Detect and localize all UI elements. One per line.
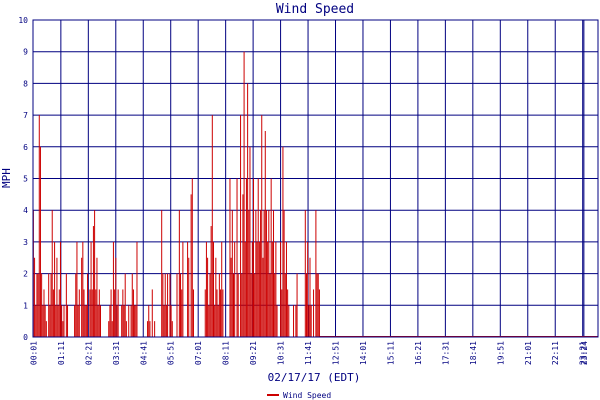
y-tick-label: 9: [23, 48, 28, 57]
x-tick-label: 09:21: [249, 341, 258, 365]
legend-label: Wind Speed: [283, 391, 331, 400]
x-tick-label: 22:11: [551, 341, 560, 365]
y-tick-label: 10: [18, 16, 28, 25]
x-tick-label: 08:11: [222, 341, 231, 365]
x-tick-labels: 00:01 01:11 02:21 03:31 04:41 05:51 07:01 08:11…: [29, 341, 588, 365]
chart-bars: [32, 51, 598, 337]
y-tick-label: 5: [23, 175, 28, 184]
y-tick-label: 1: [23, 301, 28, 310]
x-axis-label: 02/17/17 (EDT): [268, 371, 361, 384]
chart-legend: Wind Speed: [267, 391, 331, 400]
x-tick-label: 05:51: [167, 341, 176, 365]
x-tick-label: 01:11: [57, 341, 66, 365]
x-tick-label: 23:24: [580, 341, 589, 365]
y-tick-label: 8: [23, 79, 28, 88]
chart-title: Wind Speed: [276, 2, 354, 17]
x-tick-label: 17:31: [441, 341, 450, 365]
x-tick-label: 02:21: [84, 341, 93, 365]
x-tick-label: 16:21: [414, 341, 423, 365]
y-tick-label: 4: [23, 206, 28, 215]
x-tick-label: 18:41: [469, 341, 478, 365]
x-tick-label: 14:01: [359, 341, 368, 365]
x-tick-label: 23:21: [579, 341, 588, 365]
x-tick-label: 00:01: [29, 341, 38, 365]
x-tick-label: 21:01: [524, 341, 533, 365]
x-tick-label: 04:41: [139, 341, 148, 365]
x-tick-label: 11:41: [304, 341, 313, 365]
x-tick-label: 15:11: [386, 341, 395, 365]
y-tick-label: 3: [23, 238, 28, 247]
plot-frame: [32, 19, 599, 338]
x-tick-label: 03:31: [112, 341, 121, 365]
x-tick-label: 19:51: [496, 341, 505, 365]
y-tick-labels: 0 1 2 3 4 5 6 7 8 9 10: [18, 16, 28, 342]
y-tick-label: 2: [23, 270, 28, 279]
x-tick-label: 10:31: [277, 341, 286, 365]
x-tick-label: 07:01: [194, 341, 203, 365]
chart-grid: [33, 20, 598, 337]
y-tick-label: 7: [23, 111, 28, 120]
x-tick-label: 12:51: [332, 341, 341, 365]
y-axis-label: MPH: [0, 168, 13, 188]
y-tick-label: 0: [23, 333, 28, 342]
y-tick-label: 6: [23, 143, 28, 152]
